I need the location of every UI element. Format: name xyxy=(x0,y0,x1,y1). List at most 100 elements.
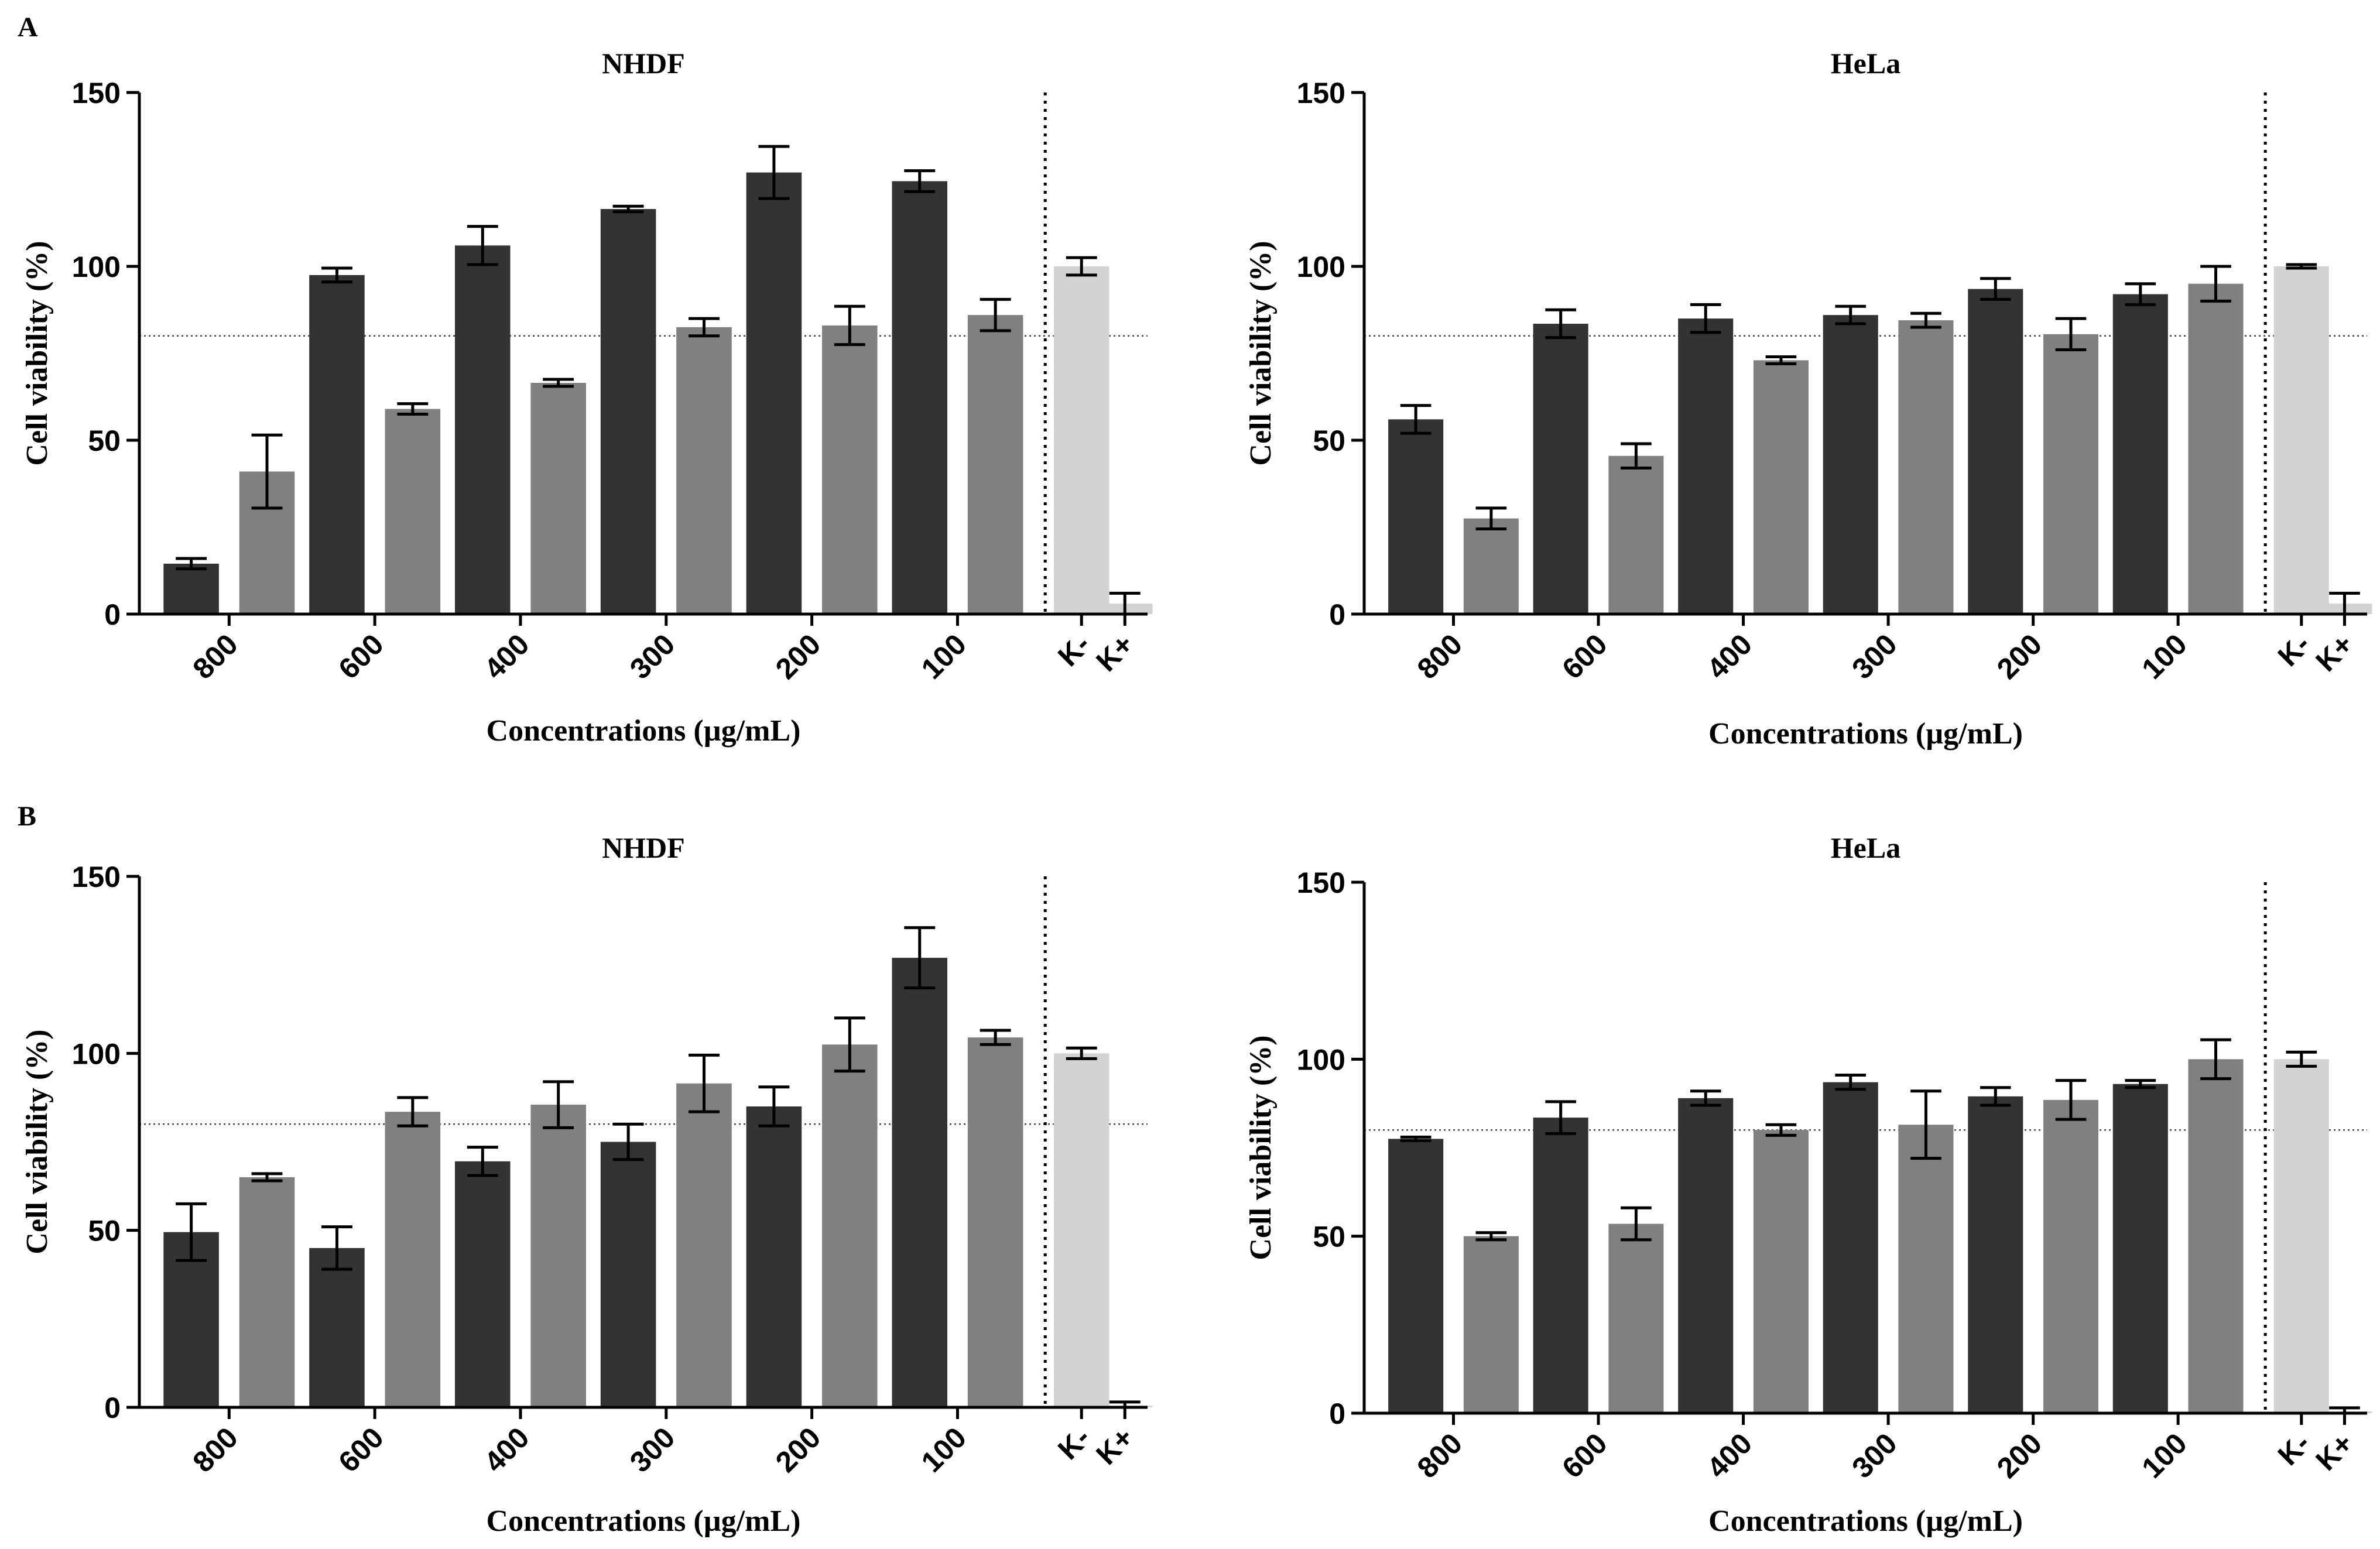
chart-a-nhdf: NHDF 800 600 400 300 200 100 K-K+ 0 50 100 150 Conce… xyxy=(20,47,1153,748)
bar-400-series1 xyxy=(1678,318,1734,614)
x-tick-label-k-minus: K- xyxy=(1052,1421,1097,1466)
bar-100-series2 xyxy=(967,315,1023,614)
chart-title: HeLa xyxy=(1831,831,1900,864)
y-tick-label-150: 150 xyxy=(1297,866,1345,899)
x-tick-label-400: 400 xyxy=(478,628,536,686)
control-bar-k-minus xyxy=(1053,1053,1109,1407)
x-tick-label-300: 300 xyxy=(624,628,682,686)
control-bar-k-minus xyxy=(2273,266,2329,614)
bar-400-series1 xyxy=(1678,1098,1734,1413)
bar-600-series1 xyxy=(1533,324,1588,614)
y-tick-label-0: 0 xyxy=(104,598,121,631)
x-tick-label-300: 300 xyxy=(1845,628,1903,686)
bar-200-series1 xyxy=(746,1106,802,1407)
x-tick-label-200: 200 xyxy=(769,628,827,686)
y-tick-label-50: 50 xyxy=(88,1215,121,1248)
x-tick-label-200: 200 xyxy=(1991,628,2049,686)
y-axis-label: Cell viability (%) xyxy=(1244,1035,1278,1260)
panel-label-a: A xyxy=(18,12,38,43)
y-tick-label-0: 0 xyxy=(1329,598,1345,631)
x-tick-label-100: 100 xyxy=(2135,628,2193,686)
x-tick-label-800: 800 xyxy=(1411,1427,1469,1485)
bar-800-series2 xyxy=(1463,518,1519,614)
bar-100-series2 xyxy=(967,1037,1023,1407)
y-tick-label-50: 50 xyxy=(1313,424,1345,457)
y-tick-label-100: 100 xyxy=(72,251,121,283)
x-tick-label-100: 100 xyxy=(915,1421,973,1479)
chart-title: NHDF xyxy=(602,47,685,80)
bar-400-series2 xyxy=(1753,1130,1809,1413)
bar-200-series1 xyxy=(746,172,802,614)
y-tick-label-50: 50 xyxy=(88,424,121,457)
bar-300-series2 xyxy=(1898,320,1954,614)
bar-300-series2 xyxy=(676,327,732,614)
bar-200-series2 xyxy=(2043,334,2099,614)
bar-300-series1 xyxy=(1823,315,1878,614)
x-axis-label: Concentrations (µg/mL) xyxy=(487,714,801,748)
x-tick-label-200: 200 xyxy=(769,1421,827,1479)
bar-400-series1 xyxy=(454,245,511,614)
bar-600-series1 xyxy=(1533,1118,1588,1413)
chart-b-nhdf: NHDF 800 600 400 300 200 100 K-K+ 0 50 100 150 Conce… xyxy=(20,831,1153,1538)
bar-400-series2 xyxy=(530,1105,586,1407)
control-bar-k-minus xyxy=(1053,266,1109,614)
x-tick-label-100: 100 xyxy=(915,628,973,686)
x-tick-label-k-plus: K+ xyxy=(1090,628,1140,678)
bar-100-series1 xyxy=(2112,294,2168,614)
x-tick-label-600: 600 xyxy=(1556,1427,1614,1485)
y-tick-label-0: 0 xyxy=(1329,1397,1345,1430)
chart-b-hela: HeLa 800 600 400 300 200 100 K-K+ 0 50 100 150 Conce… xyxy=(1244,831,2372,1538)
x-tick-label-k-minus: K- xyxy=(2272,1427,2317,1472)
panel-label-b: B xyxy=(18,801,36,832)
x-tick-label-600: 600 xyxy=(332,628,390,686)
bar-300-series1 xyxy=(600,208,656,614)
bar-600-series2 xyxy=(385,409,441,614)
y-axis-label: Cell viability (%) xyxy=(1244,241,1278,465)
x-axis-label: Concentrations (µg/mL) xyxy=(1708,1505,2023,1538)
x-tick-label-600: 600 xyxy=(1556,628,1614,686)
bar-600-series1 xyxy=(309,275,365,615)
x-tick-label-k-plus: K+ xyxy=(2309,628,2360,678)
bar-200-series1 xyxy=(1968,1096,2023,1413)
y-tick-label-0: 0 xyxy=(104,1392,121,1424)
bar-100-series1 xyxy=(892,181,948,615)
bar-100-series1 xyxy=(892,958,948,1407)
x-tick-label-300: 300 xyxy=(624,1421,682,1479)
bar-400-series2 xyxy=(1753,360,1809,614)
x-tick-label-100: 100 xyxy=(2135,1427,2193,1485)
chart-title: HeLa xyxy=(1831,47,1900,80)
x-tick-label-800: 800 xyxy=(186,1421,244,1479)
bar-200-series2 xyxy=(822,1044,878,1407)
x-tick-label-400: 400 xyxy=(478,1421,536,1479)
y-axis-label: Cell viability (%) xyxy=(20,1029,54,1254)
chart-title: NHDF xyxy=(602,831,685,864)
bar-600-series2 xyxy=(1608,1224,1664,1413)
bar-300-series1 xyxy=(1823,1082,1878,1413)
bar-200-series2 xyxy=(2043,1099,2099,1413)
bar-800-series2 xyxy=(239,1177,295,1407)
x-tick-label-k-minus: K- xyxy=(2272,628,2317,673)
bar-300-series1 xyxy=(600,1142,656,1407)
bar-300-series2 xyxy=(1898,1125,1954,1413)
bar-200-series2 xyxy=(822,325,878,614)
bar-100-series1 xyxy=(2112,1084,2168,1413)
chart-a-hela: HeLa 800 600 400 300 200 100 K-K+ 0 50 100 150 Conce… xyxy=(1244,47,2372,750)
bar-400-series2 xyxy=(530,382,586,614)
bar-600-series1 xyxy=(309,1248,365,1407)
x-tick-label-k-plus: K+ xyxy=(2309,1427,2360,1477)
x-tick-label-800: 800 xyxy=(186,628,244,686)
x-axis-label: Concentrations (µg/mL) xyxy=(487,1505,801,1538)
x-tick-label-600: 600 xyxy=(332,1421,390,1479)
bar-800-series1 xyxy=(1388,1139,1444,1413)
bar-100-series2 xyxy=(2188,283,2244,614)
bar-600-series2 xyxy=(1608,455,1664,614)
control-bar-k-minus xyxy=(2273,1059,2329,1413)
y-tick-label-50: 50 xyxy=(1313,1221,1345,1253)
bar-300-series2 xyxy=(676,1083,732,1407)
x-axis-label: Concentrations (µg/mL) xyxy=(1708,717,2023,750)
bar-800-series1 xyxy=(1388,419,1444,614)
x-tick-label-400: 400 xyxy=(1701,1427,1759,1485)
y-tick-label-100: 100 xyxy=(72,1037,121,1070)
bar-400-series1 xyxy=(454,1161,511,1407)
